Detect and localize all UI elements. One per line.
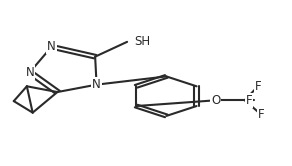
Text: F: F: [255, 80, 261, 93]
Text: N: N: [25, 66, 34, 79]
Text: F: F: [246, 94, 253, 107]
Text: N: N: [47, 40, 56, 53]
Text: SH: SH: [134, 35, 150, 47]
Text: F: F: [258, 108, 264, 121]
Text: N: N: [92, 78, 101, 91]
Text: O: O: [211, 94, 220, 107]
